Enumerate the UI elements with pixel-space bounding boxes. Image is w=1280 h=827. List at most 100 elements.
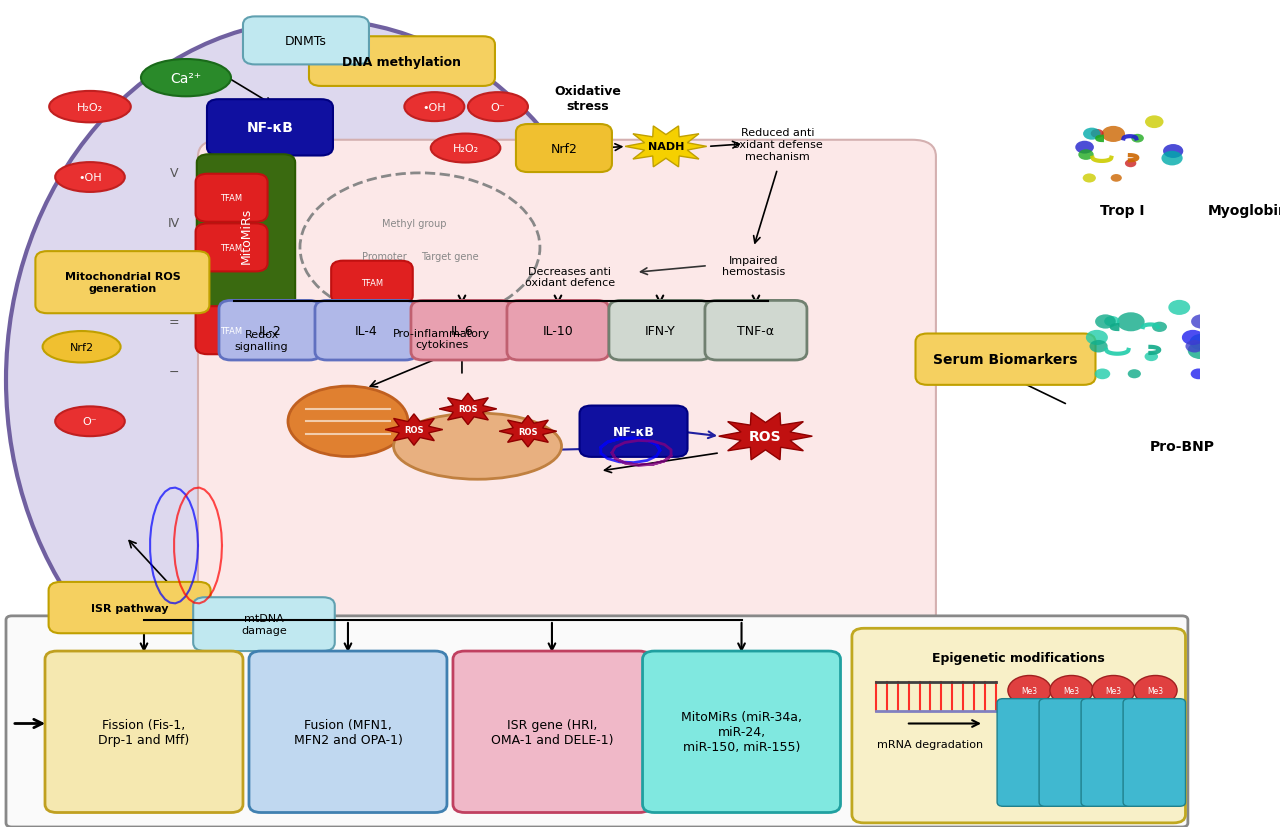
Text: IL-6: IL-6 (451, 324, 474, 337)
Ellipse shape (404, 93, 465, 122)
Polygon shape (439, 394, 497, 425)
Circle shape (1213, 313, 1240, 332)
Circle shape (1117, 313, 1144, 332)
Ellipse shape (55, 407, 124, 437)
FancyBboxPatch shape (196, 224, 268, 272)
Circle shape (1085, 331, 1108, 346)
Circle shape (1169, 300, 1190, 316)
Circle shape (1091, 130, 1103, 139)
Circle shape (1075, 141, 1094, 155)
FancyBboxPatch shape (36, 251, 210, 313)
FancyBboxPatch shape (915, 334, 1096, 385)
Circle shape (1050, 676, 1093, 705)
Circle shape (1254, 174, 1266, 180)
Text: mtDNA
damage: mtDNA damage (241, 614, 287, 635)
Text: Me3: Me3 (1106, 686, 1121, 695)
Circle shape (1128, 370, 1140, 379)
Circle shape (1132, 135, 1144, 143)
Ellipse shape (468, 93, 527, 122)
Text: IL-4: IL-4 (355, 324, 378, 337)
Text: −: − (169, 366, 179, 379)
Text: IV: IV (168, 217, 180, 230)
Text: Nrf2: Nrf2 (69, 342, 93, 352)
Text: DNA methylation: DNA methylation (343, 55, 462, 69)
Circle shape (1125, 160, 1137, 168)
Text: Ca²⁺: Ca²⁺ (170, 72, 201, 85)
Circle shape (1111, 174, 1121, 183)
Text: H₂O₂: H₂O₂ (77, 103, 104, 112)
FancyBboxPatch shape (609, 301, 710, 361)
Text: TFAM: TFAM (220, 327, 243, 335)
Text: Target gene: Target gene (421, 251, 479, 261)
Text: IL-2: IL-2 (259, 324, 282, 337)
Circle shape (1224, 370, 1236, 379)
FancyBboxPatch shape (45, 652, 243, 812)
Circle shape (1152, 323, 1167, 332)
FancyBboxPatch shape (411, 301, 513, 361)
Text: NADH: NADH (648, 142, 684, 152)
Text: Pro-BNP: Pro-BNP (1149, 440, 1215, 453)
FancyBboxPatch shape (1039, 699, 1102, 806)
Circle shape (1268, 160, 1279, 167)
Text: Serum Biomarkers: Serum Biomarkers (933, 353, 1078, 366)
FancyBboxPatch shape (49, 582, 211, 633)
Text: Promoter: Promoter (361, 251, 406, 261)
FancyBboxPatch shape (997, 699, 1060, 806)
Text: III: III (169, 266, 179, 280)
Circle shape (1007, 676, 1051, 705)
Text: ISR gene (HRI,
OMA-1 and DELE-1): ISR gene (HRI, OMA-1 and DELE-1) (490, 718, 613, 746)
FancyBboxPatch shape (193, 597, 335, 652)
FancyBboxPatch shape (196, 174, 268, 222)
Polygon shape (625, 127, 707, 168)
Circle shape (1164, 145, 1183, 159)
Text: O⁻: O⁻ (490, 103, 506, 112)
Circle shape (1192, 315, 1212, 329)
Text: TFAM: TFAM (220, 194, 243, 203)
Text: MitoMiRs: MitoMiRs (239, 208, 252, 264)
Circle shape (1078, 150, 1093, 160)
Text: Me3: Me3 (1021, 686, 1038, 695)
Text: IFN-Y: IFN-Y (645, 324, 676, 337)
Text: Trop I: Trop I (1100, 204, 1144, 218)
Circle shape (1092, 676, 1135, 705)
Ellipse shape (288, 387, 408, 457)
Circle shape (1229, 130, 1245, 141)
Circle shape (1161, 151, 1183, 166)
Text: Reduced anti
oxidant defense
mechanism: Reduced anti oxidant defense mechanism (732, 128, 822, 161)
FancyBboxPatch shape (250, 652, 447, 812)
FancyBboxPatch shape (219, 301, 321, 361)
Text: ISR pathway: ISR pathway (91, 603, 169, 613)
FancyBboxPatch shape (1082, 699, 1143, 806)
Text: O⁻: O⁻ (83, 417, 97, 427)
Circle shape (1144, 352, 1158, 361)
FancyBboxPatch shape (243, 17, 369, 65)
Text: ROS: ROS (458, 405, 477, 414)
FancyBboxPatch shape (643, 652, 841, 812)
Circle shape (1229, 173, 1242, 181)
Text: •OH: •OH (78, 173, 102, 183)
Circle shape (1094, 369, 1110, 380)
Ellipse shape (42, 332, 120, 363)
Text: mRNA degradation: mRNA degradation (877, 739, 983, 749)
Text: Impaired
hemostasis: Impaired hemostasis (722, 256, 785, 277)
Circle shape (1181, 331, 1204, 346)
Text: DNMTs: DNMTs (285, 35, 326, 48)
Circle shape (1134, 676, 1178, 705)
Text: =: = (169, 316, 179, 329)
Ellipse shape (141, 60, 230, 97)
Text: MitoMiRs (miR-34a,
miR-24,
miR-150, miR-155): MitoMiRs (miR-34a, miR-24, miR-150, miR-… (681, 710, 803, 753)
Text: ROS: ROS (404, 426, 424, 434)
Circle shape (1146, 117, 1164, 129)
Circle shape (1236, 131, 1248, 139)
Ellipse shape (49, 92, 131, 123)
FancyBboxPatch shape (196, 307, 268, 355)
Circle shape (1201, 317, 1216, 327)
FancyBboxPatch shape (516, 125, 612, 173)
Polygon shape (385, 414, 443, 446)
FancyBboxPatch shape (198, 141, 936, 736)
Text: Redox
signalling: Redox signalling (234, 330, 288, 351)
Polygon shape (719, 413, 813, 461)
Circle shape (1102, 127, 1125, 143)
Text: TFAM: TFAM (361, 279, 383, 287)
Text: Fission (Fis-1,
Drp-1 and Mff): Fission (Fis-1, Drp-1 and Mff) (99, 718, 189, 746)
